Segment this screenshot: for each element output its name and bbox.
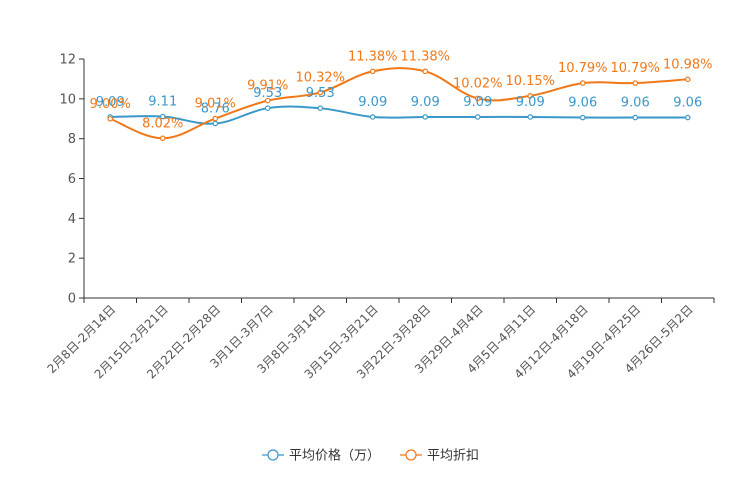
series-1-point: [527, 93, 534, 99]
series-0-point: [579, 114, 586, 121]
y-tick-label: 8: [68, 132, 76, 147]
series-1-data-label: 10.15%: [505, 74, 555, 89]
series-1-point: [684, 76, 691, 83]
y-tick-label: 10: [59, 92, 76, 107]
series-1-point: [107, 115, 114, 122]
y-tick-label: 0: [68, 292, 76, 307]
series-1-data-label: 8.02%: [142, 116, 183, 131]
series-1-data-label: 10.02%: [453, 76, 503, 91]
series-0-point: [422, 114, 429, 120]
series-1-data-label: 10.79%: [558, 61, 608, 76]
series-0-data-label: 9.53: [253, 86, 282, 101]
series-1-point: [264, 97, 271, 104]
y-tick-label: 12: [59, 53, 76, 68]
legend-marker-circle-1: [405, 449, 417, 461]
series-1-data-label: 11.38%: [348, 49, 398, 64]
series-line-0: [110, 105, 688, 125]
series-0-point: [264, 105, 271, 111]
series-1-data-label: 10.79%: [610, 61, 660, 76]
series-1-data-label: 10.32%: [295, 70, 345, 85]
series-0-point: [317, 105, 324, 111]
series-1-data-label: 9.00%: [90, 97, 131, 112]
series-0-point: [632, 114, 639, 121]
series-0-data-label: 8.76: [201, 102, 230, 117]
series-0-point: [369, 114, 376, 120]
series-0-data-label: 9.09: [411, 95, 440, 110]
series-1-data-label: 11.38%: [400, 49, 450, 64]
series-1-point: [422, 68, 429, 75]
series-1-point: [474, 95, 481, 102]
series-0-data-label: 9.06: [621, 96, 650, 111]
series-1-point: [369, 68, 376, 75]
legend-marker-circle-0: [267, 449, 279, 461]
series-0-data-label: 9.06: [673, 96, 702, 111]
series-0-point: [684, 114, 691, 121]
series-0-data-label: 9.09: [516, 95, 545, 110]
series-0-point: [212, 120, 219, 127]
series-0-data-label: 9.09: [96, 95, 125, 110]
series-1-data-label: 9.91%: [247, 79, 288, 94]
series-0-data-label: 9.06: [568, 96, 597, 111]
legend-label-1: 平均折扣: [427, 449, 479, 464]
y-tick-label: 4: [68, 212, 76, 227]
y-tick-label: 6: [68, 172, 76, 187]
series-0-data-label: 9.53: [306, 86, 335, 101]
y-tick-label: 2: [68, 252, 76, 267]
series-1-point: [317, 89, 324, 96]
series-0-data-label: 9.11: [148, 95, 177, 110]
series-1-point: [159, 135, 166, 142]
series-0-data-label: 9.09: [358, 95, 387, 110]
series-0-data-label: 9.09: [463, 95, 492, 110]
series-1-point: [579, 80, 586, 86]
series-1-point: [212, 115, 219, 122]
legend-label-0: 平均价格（万）: [289, 448, 380, 464]
series-1-point: [632, 80, 639, 86]
series-1-data-label: 10.98%: [663, 57, 713, 72]
series-0-point: [474, 114, 481, 120]
series-0-point: [527, 114, 534, 120]
series-0-point: [159, 113, 166, 120]
series-1-data-label: 9.01%: [195, 97, 236, 112]
series-line-1: [109, 67, 688, 140]
